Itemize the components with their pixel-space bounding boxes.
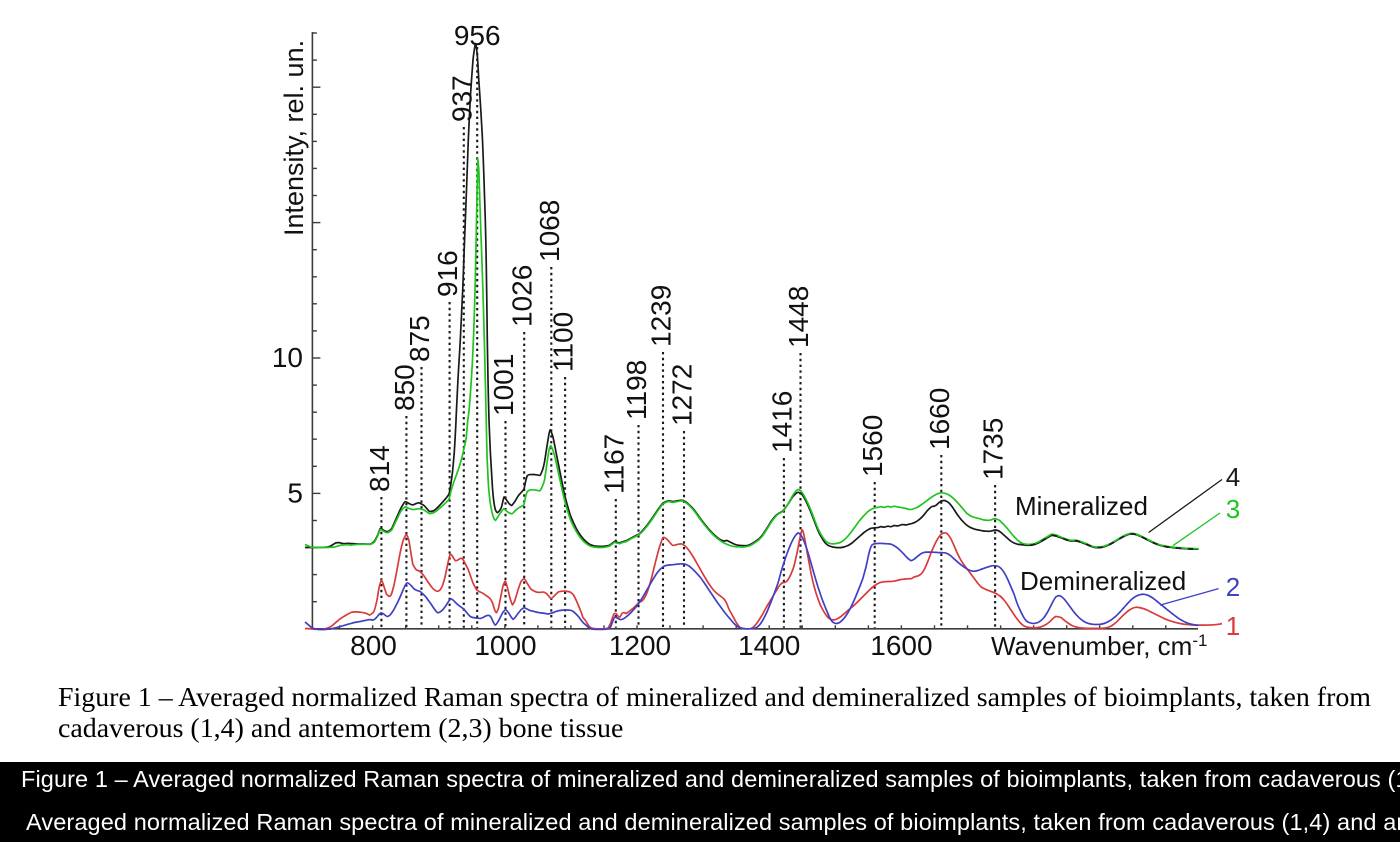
- svg-text:1400: 1400: [738, 630, 800, 661]
- svg-text:1068: 1068: [534, 200, 565, 262]
- svg-text:2: 2: [1226, 572, 1240, 602]
- svg-text:3: 3: [1226, 494, 1240, 524]
- svg-text:1026: 1026: [507, 265, 538, 327]
- svg-text:916: 916: [432, 250, 463, 297]
- svg-text:956: 956: [454, 20, 501, 51]
- svg-text:1001: 1001: [488, 354, 519, 416]
- svg-text:1600: 1600: [870, 630, 932, 661]
- svg-text:1560: 1560: [857, 415, 888, 477]
- svg-text:Wavenumber, cm-1: Wavenumber, cm-1: [991, 631, 1207, 661]
- svg-text:10: 10: [272, 342, 303, 373]
- svg-text:1200: 1200: [609, 630, 671, 661]
- svg-text:850: 850: [389, 364, 420, 411]
- svg-text:5: 5: [287, 478, 303, 509]
- svg-text:1: 1: [1226, 611, 1240, 641]
- svg-text:1272: 1272: [667, 364, 698, 426]
- svg-text:1416: 1416: [766, 391, 797, 453]
- svg-text:1448: 1448: [783, 286, 814, 348]
- svg-text:937: 937: [446, 75, 477, 122]
- svg-text:1239: 1239: [646, 285, 677, 347]
- svg-text:814: 814: [364, 445, 395, 492]
- svg-text:1100: 1100: [548, 312, 579, 372]
- svg-text:875: 875: [404, 315, 435, 362]
- svg-text:1198: 1198: [621, 360, 652, 420]
- svg-text:Mineralized: Mineralized: [1015, 491, 1148, 521]
- svg-text:Intensity, rel. un.: Intensity, rel. un.: [279, 40, 309, 236]
- svg-text:Demineralized: Demineralized: [1020, 566, 1186, 596]
- svg-text:800: 800: [350, 630, 397, 661]
- svg-text:1167: 1167: [598, 434, 629, 494]
- svg-text:1000: 1000: [474, 630, 536, 661]
- svg-text:1735: 1735: [978, 418, 1009, 480]
- svg-text:4: 4: [1226, 462, 1240, 492]
- svg-text:1660: 1660: [924, 388, 955, 450]
